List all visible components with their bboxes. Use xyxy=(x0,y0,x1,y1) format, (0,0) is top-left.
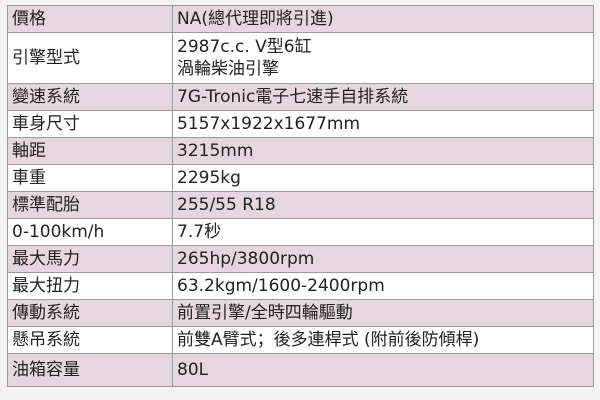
table-row: 最大扭力 63.2kgm/1600-2400rpm xyxy=(7,272,594,300)
spec-label: 車身尺寸 xyxy=(7,110,173,138)
table-row: 標準配胎 255/55 R18 xyxy=(7,191,594,219)
spec-label: 油箱容量 xyxy=(7,353,173,387)
spec-table: 價格 NA(總代理即將引進) 引擎型式 2987c.c. V型6缸 渦輪柴油引擎 變速系統… xyxy=(7,5,594,387)
spec-label: 最大馬力 xyxy=(7,245,173,273)
table-row: 引擎型式 2987c.c. V型6缸 渦輪柴油引擎 xyxy=(7,32,594,84)
spec-value-line: 2295kg xyxy=(177,168,241,188)
spec-value-line: NA(總代理即將引進) xyxy=(177,9,334,29)
table-row: 油箱容量 80L xyxy=(7,353,594,387)
spec-label: 價格 xyxy=(7,5,173,33)
spec-label: 最大扭力 xyxy=(7,272,173,300)
spec-label: 傳動系統 xyxy=(7,299,173,327)
spec-label: 0-100km/h xyxy=(7,218,173,246)
spec-value: 7.7秒 xyxy=(172,218,594,246)
spec-label: 標準配胎 xyxy=(7,191,173,219)
table-row: 懸吊系統 前雙A臂式；後多連桿式 (附前後防傾桿) xyxy=(7,326,594,354)
spec-value-line: 前雙A臂式；後多連桿式 (附前後防傾桿) xyxy=(177,330,480,350)
spec-value: 255/55 R18 xyxy=(172,191,594,219)
table-row: 最大馬力 265hp/3800rpm xyxy=(7,245,594,273)
spec-label: 懸吊系統 xyxy=(7,326,173,354)
spec-value-line: 255/55 R18 xyxy=(177,195,276,215)
spec-value-line: 前置引擎/全時四輪驅動 xyxy=(177,303,353,323)
spec-value: 7G-Tronic電子七速手自排系統 xyxy=(172,83,594,111)
spec-value-line: 2987c.c. V型6缸 xyxy=(177,37,312,57)
spec-value-line: 63.2kgm/1600-2400rpm xyxy=(177,276,385,296)
table-row: 軸距 3215mm xyxy=(7,137,594,165)
spec-value-line: 80L xyxy=(177,360,209,380)
table-row: 傳動系統 前置引擎/全時四輪驅動 xyxy=(7,299,594,327)
table-row: 車重 2295kg xyxy=(7,164,594,192)
spec-label: 軸距 xyxy=(7,137,173,165)
spec-value-line: 3215mm xyxy=(177,141,254,161)
table-row: 車身尺寸 5157x1922x1677mm xyxy=(7,110,594,138)
spec-value-line: 渦輪柴油引擎 xyxy=(177,59,279,79)
table-row: 價格 NA(總代理即將引進) xyxy=(7,5,594,33)
spec-value-line: 5157x1922x1677mm xyxy=(177,114,361,134)
spec-value: 63.2kgm/1600-2400rpm xyxy=(172,272,594,300)
table-row: 變速系統 7G-Tronic電子七速手自排系統 xyxy=(7,83,594,111)
spec-value: 3215mm xyxy=(172,137,594,165)
spec-value: 前置引擎/全時四輪驅動 xyxy=(172,299,594,327)
spec-value: 2987c.c. V型6缸 渦輪柴油引擎 xyxy=(172,32,594,84)
spec-value: NA(總代理即將引進) xyxy=(172,5,594,33)
spec-value: 265hp/3800rpm xyxy=(172,245,594,273)
spec-value: 5157x1922x1677mm xyxy=(172,110,594,138)
spec-value: 2295kg xyxy=(172,164,594,192)
spec-label: 車重 xyxy=(7,164,173,192)
spec-value: 80L xyxy=(172,353,594,387)
spec-value: 前雙A臂式；後多連桿式 (附前後防傾桿) xyxy=(172,326,594,354)
spec-value-line: 7G-Tronic電子七速手自排系統 xyxy=(177,87,409,107)
table-row: 0-100km/h 7.7秒 xyxy=(7,218,594,246)
spec-label: 引擎型式 xyxy=(7,32,173,84)
spec-value-line: 265hp/3800rpm xyxy=(177,249,315,269)
spec-value-line: 7.7秒 xyxy=(177,222,222,242)
spec-label: 變速系統 xyxy=(7,83,173,111)
